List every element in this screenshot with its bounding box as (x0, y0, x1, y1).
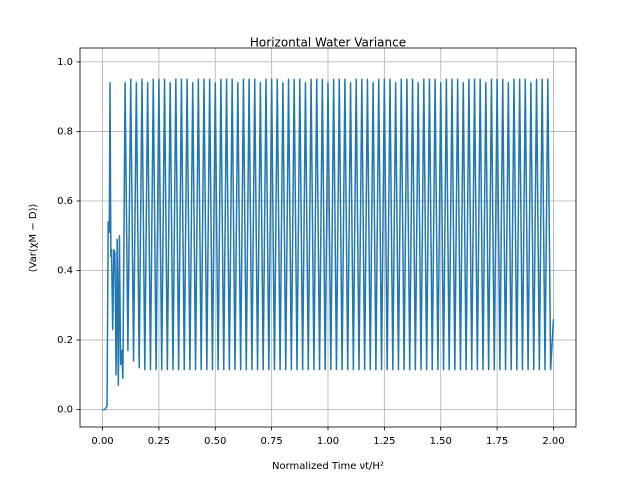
x-tick-label: 0.75 (261, 436, 283, 447)
chart-title: Horizontal Water Variance (250, 36, 406, 50)
y-tick-label: 0.2 (57, 335, 73, 346)
y-tick-label: 1.0 (57, 57, 73, 68)
x-tick-label: 0.50 (204, 436, 226, 447)
plot-area (102, 78, 555, 411)
y-tick-label: 0.6 (57, 196, 73, 207)
x-tick-label: 1.00 (317, 436, 339, 447)
y-tick-label: 0.4 (57, 266, 73, 277)
x-tick-label: 1.50 (430, 436, 452, 447)
x-tick-label: 2.00 (542, 436, 564, 447)
y-tick-label: 0.8 (57, 126, 73, 137)
x-tick-label: 1.25 (373, 436, 395, 447)
y-axis-label: ⟨Var(χM − D)⟩ (28, 204, 39, 273)
x-axis-label: Normalized Time νt/H² (272, 461, 384, 472)
data-line (102, 78, 555, 411)
x-tick-label: 0.00 (91, 436, 113, 447)
x-tick-label: 1.75 (486, 436, 508, 447)
x-tick-label: 0.25 (148, 436, 170, 447)
y-tick-label: 0.0 (57, 405, 73, 416)
